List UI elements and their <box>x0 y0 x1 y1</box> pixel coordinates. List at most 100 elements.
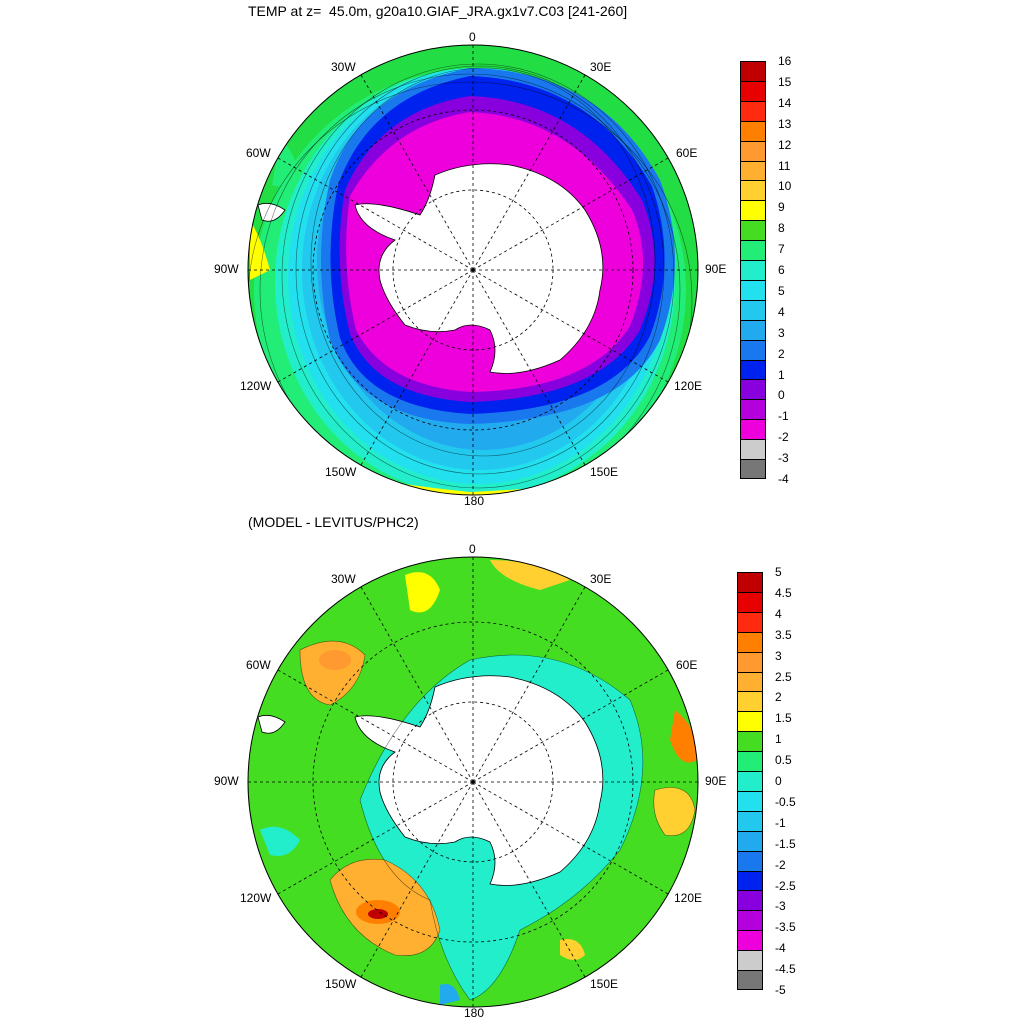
bottom-colorbar-tick-label: 1 <box>775 732 782 747</box>
top-colorbar-box <box>740 399 766 420</box>
bottom-colorbar-box <box>737 830 763 851</box>
top-colorbar-box <box>740 339 766 360</box>
bottom-colorbar-tick-label: -5 <box>775 983 786 997</box>
top-colorbar-tick-label: 6 <box>778 263 785 277</box>
bottom-colorbar-box <box>737 691 763 712</box>
bottom-colorbar-tick-label: -4.5 <box>775 962 796 977</box>
top-colorbar-box <box>740 100 766 121</box>
lon-label-180: 180 <box>464 494 485 508</box>
bottom-colorbar-tick-label: -0.5 <box>775 794 796 809</box>
top-colorbar-tick-label: 15 <box>778 74 792 89</box>
top-colorbar-box <box>740 299 766 320</box>
top-colorbar-tick-label: -3 <box>778 451 789 466</box>
lon-label-150w-bottom: 150W <box>325 977 357 991</box>
bottom-colorbar-box <box>737 631 763 652</box>
bottom-map-border <box>247 556 699 1008</box>
bottom-colorbar-tick-label: -2 <box>775 857 786 872</box>
bottom-colorbar-tick-label: -4 <box>775 941 786 956</box>
lon-label-60e: 60E <box>676 146 698 160</box>
top-colorbar-tick-label: 9 <box>778 200 785 215</box>
top-colorbar-box <box>740 279 766 300</box>
top-colorbar-tick-label: -4 <box>778 472 789 486</box>
south-america-tip-bottom <box>257 714 286 734</box>
bottom-colorbar-box <box>737 591 763 612</box>
bottom-colorbar-box <box>737 910 763 931</box>
top-colorbar-box <box>740 319 766 340</box>
top-colorbar: 16 15 14 13 12 11 10 9 8 7 6 5 4 3 2 1 0 -1 -2 -3 -4 <box>740 54 810 486</box>
antarctica-landmass <box>354 163 604 374</box>
top-colorbar-box <box>740 240 766 261</box>
bottom-colorbar-tick-label: -3.5 <box>775 920 796 935</box>
top-colorbar-tick-label: 5 <box>778 283 785 298</box>
top-colorbar-box <box>740 379 766 400</box>
bottom-colorbar-box <box>737 870 763 891</box>
bottom-colorbar-box <box>737 950 763 971</box>
lon-label-180-bottom: 180 <box>464 1006 485 1020</box>
bottom-colorbar-box <box>737 731 763 752</box>
top-colorbar-tick-label: -2 <box>778 430 789 445</box>
bottom-map-title: (MODEL - LEVITUS/PHC2) <box>248 514 419 530</box>
top-colorbar-box <box>740 459 766 479</box>
lon-label-60w: 60W <box>246 146 271 160</box>
bottom-colorbar-tick-label: 2.5 <box>775 669 792 684</box>
lon-label-120e-bottom: 120E <box>674 891 703 905</box>
top-colorbar-box <box>740 220 766 241</box>
top-colorbar-box <box>740 419 766 440</box>
top-colorbar-box <box>740 120 766 141</box>
lon-label-30e: 30E <box>590 60 612 74</box>
bottom-colorbar-tick-label: 0 <box>775 774 782 788</box>
top-colorbar-tick-label: 3 <box>778 325 785 340</box>
bottom-colorbar: 5 4.5 4 3.5 3 2.5 2 1.5 1 0.5 0 -0.5 -1 -1.5 -2 -2.5 -3 -… <box>737 565 807 997</box>
bottom-graticule <box>248 557 698 1007</box>
lon-label-30w: 30W <box>331 60 356 74</box>
bottom-colorbar-box <box>737 711 763 732</box>
lon-label-120w-bottom: 120W <box>240 891 272 905</box>
bottom-colorbar-box <box>737 890 763 911</box>
bottom-colorbar-box <box>737 790 763 811</box>
bottom-colorbar-tick-label: 1.5 <box>775 711 792 726</box>
bottom-colorbar-box <box>737 651 763 672</box>
lon-label-60e-bottom: 60E <box>676 658 698 672</box>
top-colorbar-tick-label: 16 <box>778 54 792 68</box>
lon-label-0-bottom: 0 <box>469 542 476 556</box>
antarctica-landmass-bottom <box>354 675 604 886</box>
top-colorbar-tick-label: -1 <box>778 409 789 424</box>
lon-label-150e-bottom: 150E <box>590 977 619 991</box>
bottom-colorbar-tick-label: 4 <box>775 606 782 621</box>
lon-label-150w: 150W <box>325 465 357 479</box>
bottom-colorbar-box <box>737 611 763 632</box>
bottom-colorbar-tick-label: 0.5 <box>775 753 792 768</box>
top-colorbar-tick-label: 11 <box>778 158 791 173</box>
bottom-colorbar-box <box>737 810 763 831</box>
lon-label-60w-bottom: 60W <box>246 658 271 672</box>
top-colorbar-box <box>740 359 766 380</box>
top-colorbar-box <box>740 80 766 101</box>
bottom-colorbar-tick-label: 5 <box>775 565 782 579</box>
top-colorbar-tick-label: 14 <box>778 95 792 110</box>
bottom-colorbar-frame <box>737 572 763 990</box>
lon-label-90e-bottom: 90E <box>705 774 727 788</box>
bottom-colorbar-box <box>737 671 763 692</box>
lon-label-150e: 150E <box>590 465 619 479</box>
top-map-title: TEMP at z= 45.0m, g20a10.GIAF_JRA.gx1v7.… <box>248 3 628 19</box>
top-colorbar-box <box>740 160 766 181</box>
bottom-colorbar-box <box>737 970 763 990</box>
top-colorbar-box <box>740 200 766 221</box>
top-colorbar-box <box>740 140 766 161</box>
top-colorbar-tick-label: 13 <box>778 116 792 131</box>
top-map-border <box>247 44 699 496</box>
bottom-colorbar-tick-label: 2 <box>775 690 782 705</box>
bottom-colorbar-tick-label: 3.5 <box>775 627 792 642</box>
top-colorbar-frame <box>740 61 766 479</box>
top-colorbar-box <box>740 180 766 201</box>
top-colorbar-tick-label: 8 <box>778 221 785 236</box>
bottom-colorbar-box <box>737 771 763 791</box>
bottom-colorbar-tick-label: -1 <box>775 815 786 830</box>
top-colorbar-tick-label: 2 <box>778 346 785 361</box>
lon-label-30e-bottom: 30E <box>590 572 612 586</box>
bottom-colorbar-tick-label: 4.5 <box>775 585 792 600</box>
bottom-colorbar-tick-label: -2.5 <box>775 878 796 893</box>
bottom-colorbar-box <box>737 751 763 772</box>
lon-label-90w: 90W <box>214 262 239 276</box>
